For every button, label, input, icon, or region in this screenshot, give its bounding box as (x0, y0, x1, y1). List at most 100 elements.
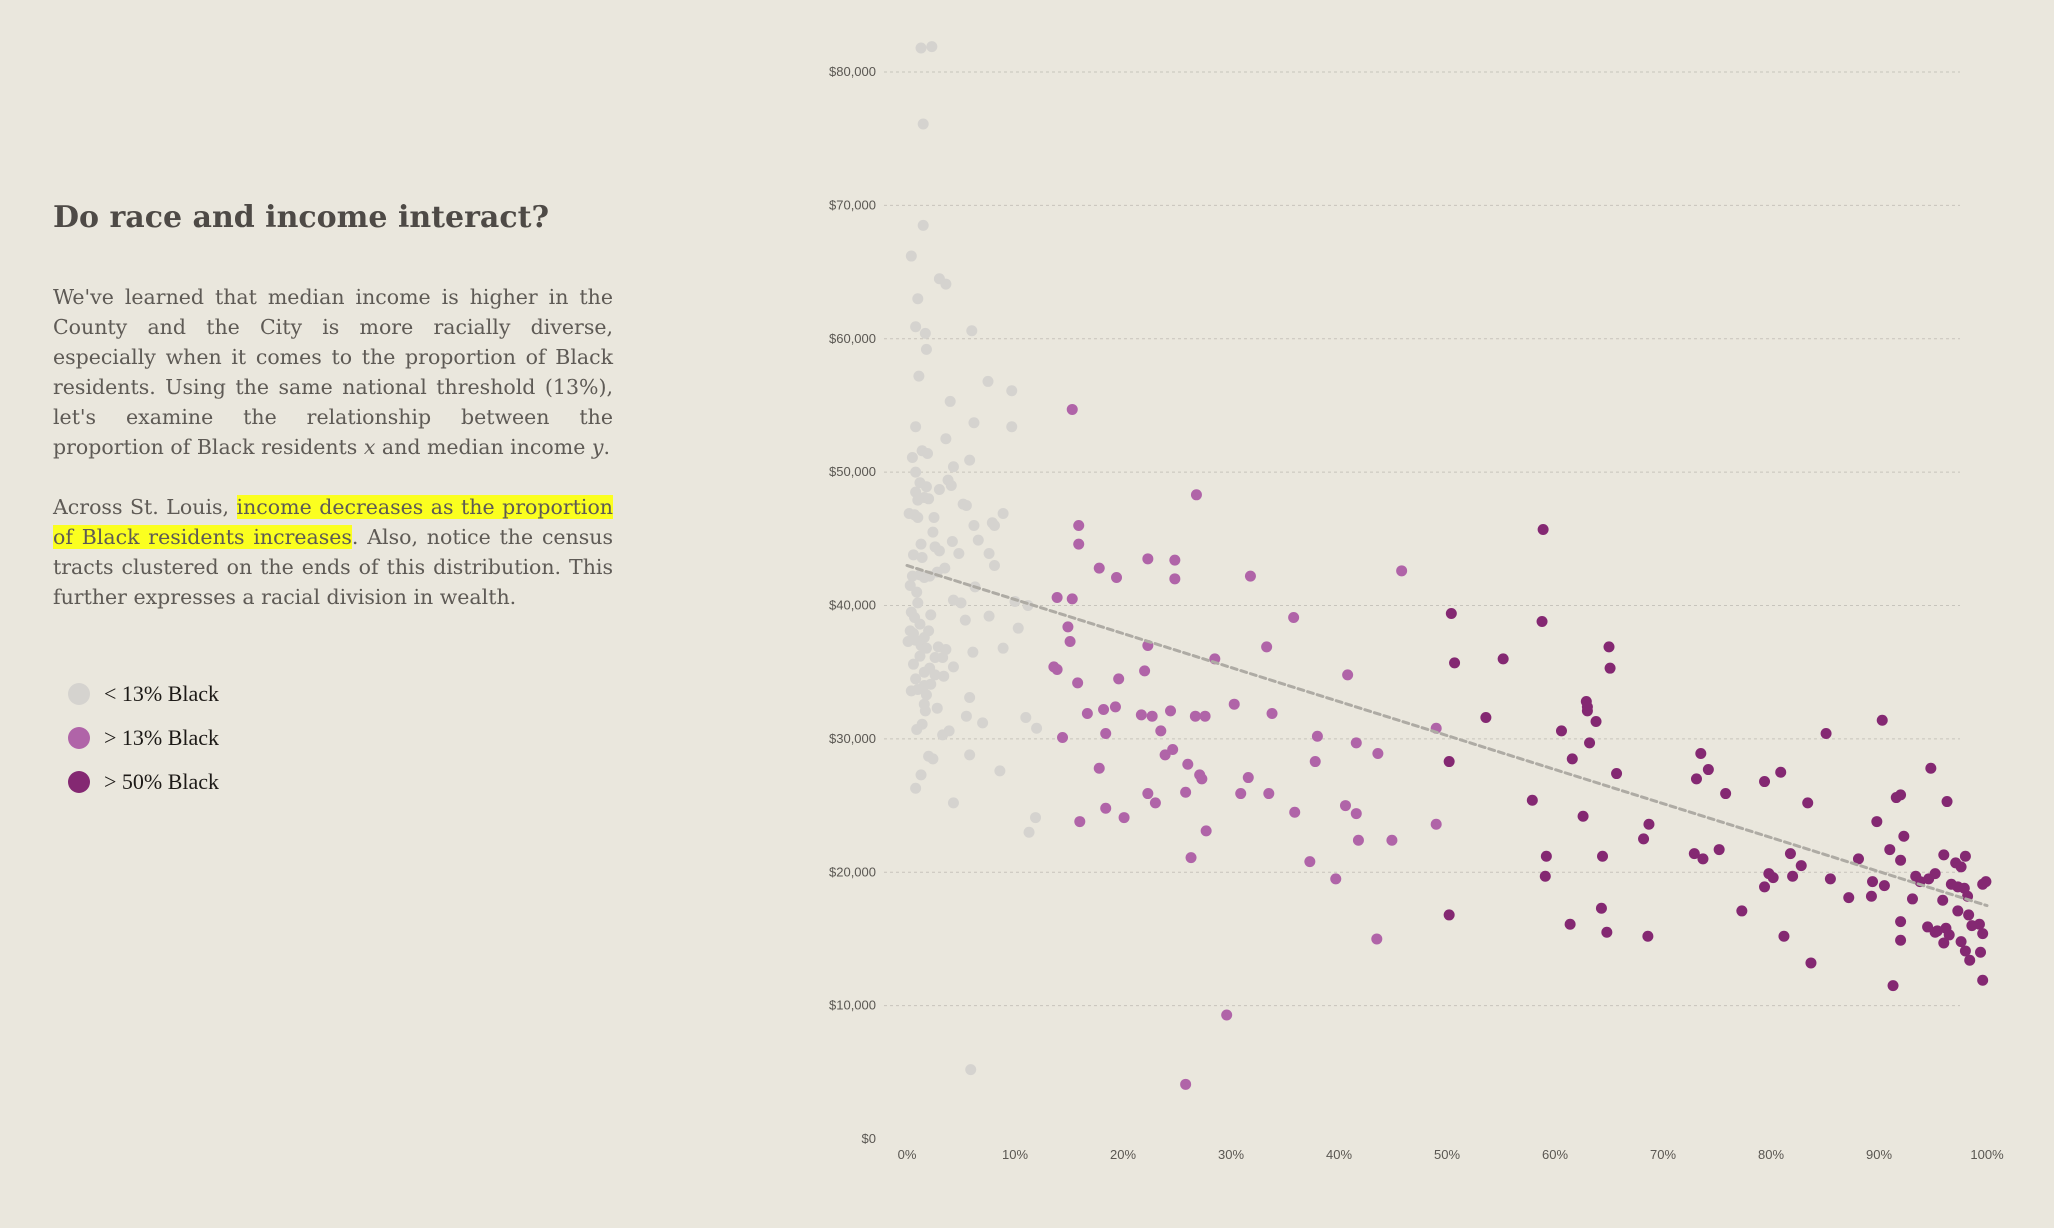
point-low (919, 705, 931, 717)
point-low (964, 749, 976, 761)
point-low (967, 646, 979, 658)
point-high (1566, 753, 1578, 765)
point-low (910, 466, 922, 478)
intro-text-b: and median income (375, 435, 592, 459)
legend-item-low[interactable]: < 13% Black (68, 672, 219, 716)
point-low (911, 586, 923, 598)
point-high (1802, 797, 1814, 809)
point-mid (1311, 730, 1323, 742)
point-low (1020, 712, 1032, 724)
point-mid (1309, 756, 1321, 768)
point-mid (1266, 708, 1278, 720)
point-high (1895, 789, 1907, 801)
point-low (905, 685, 917, 697)
y-tick-label: $60,000 (829, 331, 876, 346)
point-mid (1155, 725, 1167, 737)
point-high (1526, 794, 1538, 806)
point-high (1941, 796, 1953, 808)
point-high (1959, 945, 1971, 957)
point-mid (1072, 677, 1084, 689)
point-high (1898, 830, 1910, 842)
point-high (1784, 848, 1796, 860)
x-variable: x (363, 435, 376, 459)
point-high (1895, 934, 1907, 946)
point-high (1695, 748, 1707, 760)
point-mid (1109, 701, 1121, 713)
point-mid (1113, 673, 1125, 685)
point-high (1980, 876, 1992, 888)
point-low (955, 597, 967, 609)
point-low (968, 417, 980, 429)
point-high (1878, 880, 1890, 892)
finding-text-a: Across St. Louis, (53, 495, 237, 519)
point-mid (1169, 573, 1181, 585)
point-low (915, 769, 927, 781)
point-high (1577, 810, 1589, 822)
point-low (917, 118, 929, 130)
point-high (1642, 930, 1654, 942)
point-mid (1066, 403, 1078, 415)
point-low (925, 609, 937, 621)
point-low (965, 1064, 977, 1076)
point-mid (1386, 834, 1398, 846)
point-low (994, 765, 1006, 777)
point-mid (1350, 808, 1362, 820)
point-mid (1342, 669, 1354, 681)
point-low (1006, 421, 1018, 433)
point-high (1977, 974, 1989, 986)
x-tick-label: 50% (1434, 1147, 1460, 1162)
point-low (968, 519, 980, 531)
legend-item-high[interactable]: > 50% Black (68, 760, 219, 804)
point-low (918, 666, 930, 678)
point-mid (1180, 1078, 1192, 1090)
trend-line (905, 563, 1989, 908)
x-tick-label: 20% (1110, 1147, 1136, 1162)
point-low (912, 597, 924, 609)
point-high (1604, 662, 1616, 674)
legend-item-mid[interactable]: > 13% Black (68, 716, 219, 760)
point-high (1601, 926, 1613, 938)
point-low (914, 618, 926, 630)
story-panel: Do race and income interact? We've learn… (53, 190, 613, 642)
x-tick-label: 70% (1650, 1147, 1676, 1162)
point-mid (1289, 806, 1301, 818)
point-high (1795, 860, 1807, 872)
point-mid (1189, 710, 1201, 722)
point-high (1480, 712, 1492, 724)
point-high (1820, 728, 1832, 740)
point-mid (1139, 665, 1151, 677)
point-mid (1093, 762, 1105, 774)
point-low (928, 511, 940, 523)
point-mid (1169, 554, 1181, 566)
point-mid (1235, 788, 1247, 800)
point-mid (1330, 873, 1342, 885)
y-tick-label: $20,000 (829, 864, 876, 879)
point-high (1638, 833, 1650, 845)
point-mid (1142, 553, 1154, 565)
point-low (1023, 826, 1035, 838)
intro-paragraph: We've learned that median income is high… (53, 282, 613, 462)
point-mid (1196, 773, 1208, 785)
point-mid (1263, 788, 1275, 800)
point-high (1843, 892, 1855, 904)
x-tick-label: 10% (1002, 1147, 1028, 1162)
point-high (1805, 957, 1817, 969)
point-low (947, 797, 959, 809)
point-low (933, 545, 945, 557)
point-low (946, 535, 958, 547)
point-high (1787, 870, 1799, 882)
point-low (977, 717, 989, 729)
point-low (931, 702, 943, 714)
legend-swatch-low (68, 683, 90, 705)
point-high (1697, 853, 1709, 865)
point-low (964, 692, 976, 704)
point-mid (1062, 621, 1074, 633)
point-mid (1350, 737, 1362, 749)
intro-text-a: We've learned that median income is high… (53, 285, 613, 459)
point-high (1595, 902, 1607, 914)
point-mid (1111, 571, 1123, 583)
point-high (1943, 929, 1955, 941)
point-high (1690, 773, 1702, 785)
point-mid (1051, 591, 1063, 603)
point-low (988, 559, 1000, 571)
